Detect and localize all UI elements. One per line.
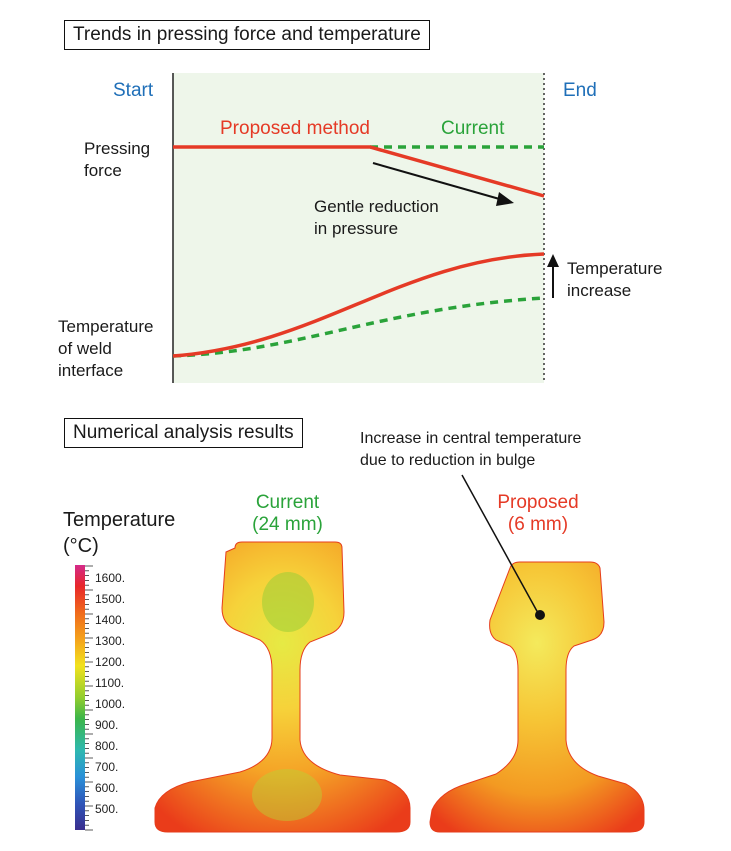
proposed-method-legend: Proposed method <box>220 118 370 139</box>
color-bar-tick-label: 1400. <box>95 613 125 627</box>
proposed-rail-shape <box>429 561 645 833</box>
pressing-force-label-line2: force <box>84 161 122 180</box>
temp-increase-label-line2: increase <box>567 281 632 300</box>
color-bar-tick-label: 1500. <box>95 592 125 606</box>
weld-temp-label-line2: of weld <box>58 339 112 358</box>
reduction-arrow <box>372 162 504 201</box>
reduction-label-line1: Gentle reduction <box>314 197 439 216</box>
proposed-force-line <box>173 145 545 198</box>
current-rail-head-hotspot <box>262 572 314 632</box>
analysis-note-line2: due to reduction in bulge <box>360 452 536 469</box>
color-bar-tick-label: 1000. <box>95 697 125 711</box>
color-bar-tick-label: 700. <box>95 760 118 774</box>
start-label: Start <box>113 80 154 101</box>
color-bar-tick-label: 800. <box>95 739 118 753</box>
current-rail-shape <box>154 541 411 833</box>
pressing-force-label-line1: Pressing <box>84 139 151 158</box>
proposed-rail-label-line1: Proposed <box>497 492 579 513</box>
pressing-force-label: Pressing force <box>84 138 150 182</box>
analysis-title: Numerical analysis results <box>64 418 303 448</box>
color-bar-tick-label: 1300. <box>95 634 125 648</box>
current-temp-curve <box>172 296 545 358</box>
legend-title: Temperature (°C) <box>63 507 175 559</box>
legend-title-line2: (°C) <box>63 535 99 557</box>
reduction-label-line2: in pressure <box>314 219 399 238</box>
weld-temp-label: Temperature of weld interface <box>58 316 153 382</box>
central-hotspot-dot <box>535 610 545 620</box>
color-bar-tick-label: 500. <box>95 802 118 816</box>
proposed-rail-label: Proposed (6 mm) <box>488 492 588 536</box>
color-bar-tick-label: 1100. <box>95 676 124 690</box>
temp-increase-label: Temperature increase <box>567 258 662 302</box>
current-rail-label: Current (24 mm) <box>240 492 335 536</box>
temperature-color-bar <box>75 565 85 830</box>
trends-chart <box>172 73 559 383</box>
color-bar-tick-label: 900. <box>95 718 118 732</box>
note-pointer-line <box>461 474 539 614</box>
proposed-rail-label-line2: (6 mm) <box>507 514 569 535</box>
color-bar-ticks: 1600. 1500. 1400. 1300. 1200. 1100. 1000. 900. 8… <box>85 565 125 831</box>
color-bar-tick-label: 1200. <box>95 655 125 669</box>
color-bar-tick-label: 600. <box>95 781 118 795</box>
current-rail-label-line2: (24 mm) <box>252 514 323 535</box>
temp-increase-arrowhead <box>547 254 559 267</box>
trends-panel-background <box>173 73 544 383</box>
current-rail-label-line1: Current <box>255 492 320 513</box>
analysis-note: Increase in central temperature due to r… <box>360 428 581 472</box>
legend-title-line1: Temperature <box>63 509 176 531</box>
current-legend: Current <box>441 118 505 139</box>
end-label: End <box>563 80 597 101</box>
weld-temp-label-line1: Temperature <box>58 317 154 336</box>
analysis-note-line1: Increase in central temperature <box>360 430 582 447</box>
reduction-arrowhead <box>496 192 514 206</box>
color-bar-tick-label: 1600. <box>95 571 125 585</box>
reduction-label: Gentle reduction in pressure <box>314 196 439 240</box>
current-rail-base-hotspot <box>252 769 322 821</box>
proposed-temp-curve <box>172 252 545 358</box>
weld-temp-label-line3: interface <box>58 361 124 380</box>
trends-title: Trends in pressing force and temperature <box>64 20 430 50</box>
temp-increase-label-line1: Temperature <box>567 259 663 278</box>
